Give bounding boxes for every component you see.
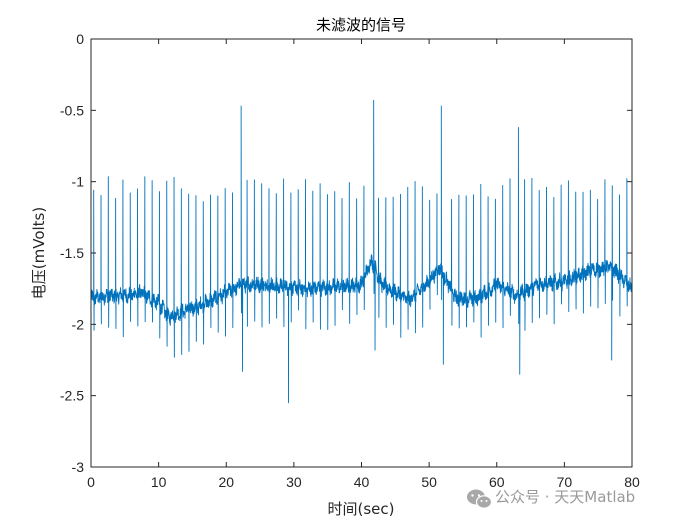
watermark: 公众号 · 天天Matlab (467, 488, 635, 509)
x-tick-label: 60 (489, 474, 505, 490)
x-tick-label: 80 (624, 474, 640, 490)
y-tick-label: -1 (72, 174, 85, 190)
axis-ticks: 0 10 20 30 40 50 60 70 80 0 -0.5 -1 -1.5 -2 -2.5 -3 (60, 31, 640, 490)
y-tick-label: -2.5 (60, 388, 84, 404)
y-tick-label: -3 (72, 459, 85, 475)
watermark-text: 公众号 · 天天Matlab (495, 488, 635, 506)
x-tick-label: 10 (151, 474, 167, 490)
wechat-icon (467, 489, 493, 509)
signal-line (90, 99, 633, 404)
chart-title: 未滤波的信号 (316, 16, 406, 34)
x-tick-label: 30 (286, 474, 302, 490)
x-tick-label: 50 (421, 474, 437, 490)
plot-area (90, 99, 633, 404)
x-tick-label: 70 (557, 474, 573, 490)
y-tick-label: 0 (76, 31, 84, 47)
x-tick-label: 40 (354, 474, 370, 490)
y-tick-label: -1.5 (60, 245, 84, 261)
y-axis-label: 电压(mVolts) (30, 207, 48, 299)
x-axis-label: 时间(sec) (328, 500, 395, 518)
x-tick-label: 20 (218, 474, 234, 490)
y-tick-label: -2 (72, 316, 85, 332)
x-tick-label: 0 (87, 474, 95, 490)
y-tick-label: -0.5 (60, 102, 84, 118)
